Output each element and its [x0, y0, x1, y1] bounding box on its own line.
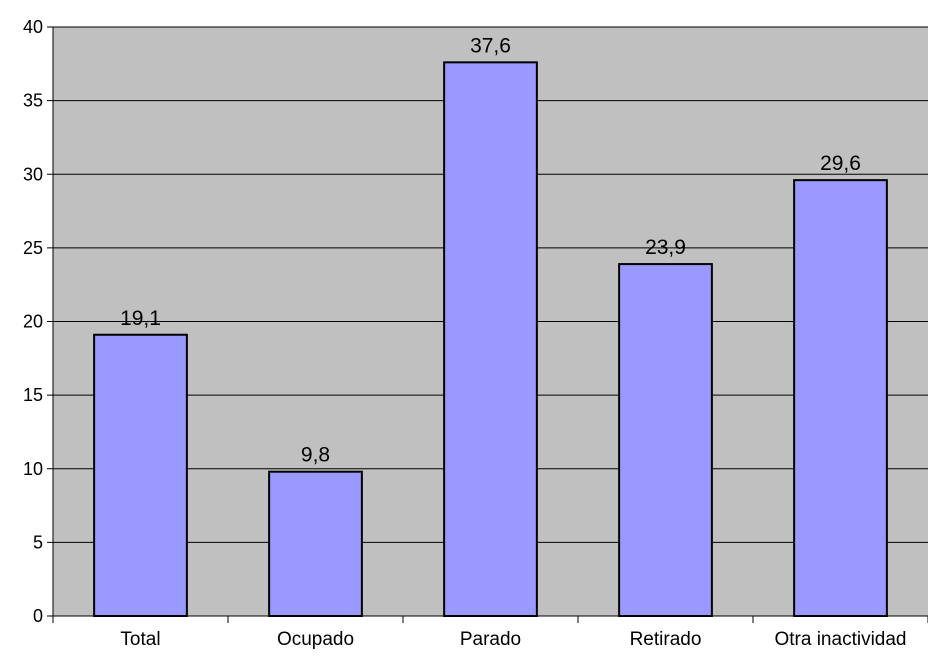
y-tick-label: 15: [23, 385, 43, 405]
bar-total: [93, 333, 188, 617]
bar-parado: [443, 61, 538, 617]
x-tick-label: Parado: [460, 629, 521, 650]
y-tick-label: 35: [23, 91, 43, 111]
x-tick-label: Retirado: [630, 629, 702, 650]
y-tick-label: 30: [23, 164, 43, 184]
y-tick-label: 40: [23, 17, 43, 37]
x-tick-label: Ocupado: [277, 629, 354, 650]
data-label: 9,8: [301, 444, 330, 467]
x-tick-label: Total: [120, 629, 160, 650]
y-tick-label: 10: [23, 459, 43, 479]
y-tick-label: 25: [23, 238, 43, 258]
data-label: 37,6: [470, 34, 511, 57]
bar-ocupado: [268, 470, 363, 617]
data-label: 23,9: [645, 236, 686, 259]
bar-retirado: [618, 263, 713, 617]
y-tick-label: 5: [33, 532, 43, 552]
data-label: 19,1: [120, 307, 161, 330]
bar-otra-inactividad: [793, 179, 888, 617]
bars: [93, 61, 888, 617]
y-tick-label: 20: [23, 312, 43, 332]
data-labels: 19,1 9,8 37,6 23,9 29,6: [120, 34, 861, 466]
data-label: 29,6: [820, 152, 861, 175]
y-tick-label: 0: [33, 606, 43, 626]
axes: 0 5 10 15 20 25 30 35 40 Total Ocupado Parado Retira…: [23, 17, 928, 650]
x-tick-label: Otra inactividad: [774, 629, 906, 650]
